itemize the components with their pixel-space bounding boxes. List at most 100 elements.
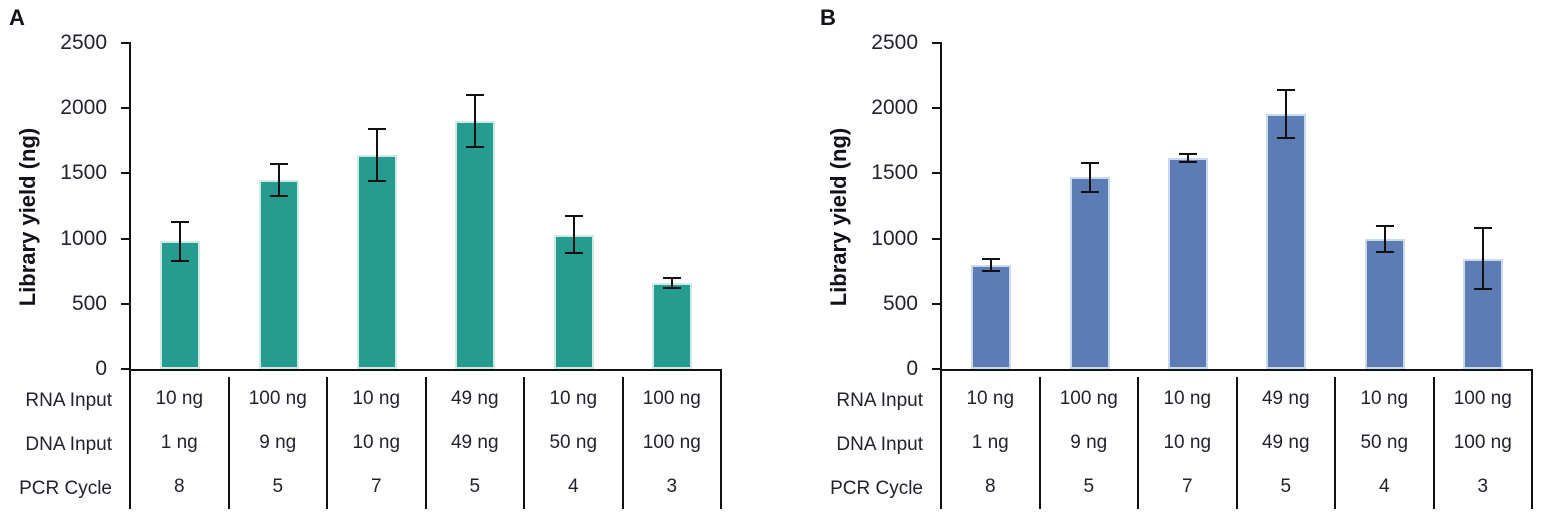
y-tick-label: 0 (95, 357, 107, 380)
error-bar-cap (171, 220, 190, 223)
error-bar-line (1285, 89, 1288, 139)
error-bar-line (670, 277, 673, 289)
bar-5 (1364, 238, 1405, 369)
y-tick-label: 2500 (871, 31, 918, 54)
table-cell: 100 ng (1453, 388, 1512, 409)
y-tick-label: 2000 (60, 96, 107, 120)
table-cell: 10 ng (1336, 377, 1435, 421)
error-bar-line (277, 164, 280, 196)
error-bar-cap (367, 180, 386, 183)
error-bar-line (572, 216, 575, 253)
bar-4 (1266, 114, 1307, 369)
error-bar-line (1481, 228, 1484, 290)
bar-4 (455, 121, 496, 369)
y-axis-line (940, 42, 942, 370)
table-row-label: PCR Cycle (19, 478, 112, 499)
error-bar-cap (171, 259, 190, 262)
table-cell: 8 (942, 465, 1041, 509)
y-tick-mark (121, 172, 129, 175)
y-tick-mark (121, 302, 129, 305)
table-cell: 1 ng (131, 421, 230, 465)
bar-2 (1069, 177, 1110, 369)
table-cell: 5 (427, 465, 525, 509)
error-bar-cap (269, 194, 288, 197)
error-bar-cap (662, 276, 681, 279)
table-cell: 50 ng (1336, 421, 1435, 465)
y-tick-label: 1000 (60, 226, 107, 250)
table-cell: 100 ng (1453, 432, 1512, 453)
y-tick-mark (121, 42, 129, 44)
error-bar-line (474, 95, 477, 148)
y-tick-mark (932, 42, 940, 44)
panel-a-label: A (9, 5, 25, 30)
table-cell: 4 (1336, 465, 1435, 509)
y-tick-mark (121, 368, 129, 370)
y-tick-mark (932, 107, 940, 110)
table-cell: 8 (131, 465, 230, 509)
error-bar-line (375, 129, 378, 182)
error-bar-cap (1178, 161, 1197, 164)
panel-b-label: B (820, 5, 836, 30)
y-tick-label: 1500 (60, 161, 107, 185)
table-cell: 10 ng (328, 377, 427, 421)
table-row-label: RNA Input (25, 390, 112, 411)
error-bar-cap (1277, 88, 1296, 91)
table-row: 10 ng 100 ng 10 ng 49 ng 10 ng 100 ng (131, 377, 720, 421)
table-row-label: DNA Input (836, 434, 923, 455)
table-row: 10 ng 100 ng 10 ng 49 ng 10 ng 100 ng (942, 377, 1531, 421)
y-axis-title: Library yield (ng) (15, 127, 40, 307)
bar-6 (1462, 258, 1503, 369)
table-row-label: PCR Cycle (830, 478, 923, 499)
table-cell: 3 (666, 476, 678, 497)
bar-6 (651, 282, 692, 369)
table-cell: 10 ng (1139, 377, 1238, 421)
y-tick-mark (121, 237, 129, 240)
y-tick-label: 500 (882, 291, 918, 315)
error-bar-cap (982, 269, 1001, 272)
table-cell: 100 ng (230, 377, 328, 421)
table-cell: 7 (328, 465, 427, 509)
error-bar-cap (564, 215, 583, 218)
table-cell: 4 (525, 465, 624, 509)
plot-area (942, 43, 1532, 369)
error-bar-cap (1375, 250, 1394, 253)
table-cell: 10 ng (131, 377, 230, 421)
error-bar-line (990, 258, 993, 271)
bar-1 (971, 264, 1012, 369)
error-bar-cap (1080, 190, 1099, 193)
y-tick-label: 2000 (871, 96, 918, 120)
table-cell: 5 (1238, 465, 1336, 509)
table-cell: 1 ng (942, 421, 1041, 465)
table-cell: 9 ng (1041, 421, 1139, 465)
error-bar-cap (367, 128, 386, 131)
error-bar-cap (1473, 227, 1492, 230)
table-row-label: DNA Input (25, 434, 112, 455)
table-cell: 100 ng (1041, 377, 1139, 421)
y-axis-title: Library yield (ng) (826, 127, 851, 307)
table-cell: 9 ng (230, 421, 328, 465)
error-bar-line (1186, 154, 1189, 163)
y-tick-mark (932, 368, 940, 370)
plot-area (131, 43, 721, 369)
y-tick-mark (121, 107, 129, 110)
error-bar-cap (564, 251, 583, 254)
y-tick-label: 1500 (871, 161, 918, 185)
error-bar-cap (269, 163, 288, 166)
y-tick-mark (932, 302, 940, 305)
error-bar-line (179, 221, 182, 261)
table-cell: 50 ng (525, 421, 624, 465)
error-bar-cap (1080, 161, 1099, 164)
table-row-label: RNA Input (836, 390, 923, 411)
table-row: 1 ng 9 ng 10 ng 49 ng 50 ng 100 ng (942, 421, 1531, 465)
panel-a: A Library yield (ng) 10 ng 100 ng 10 ng 49 … (9, 5, 722, 509)
error-bar-cap (466, 146, 485, 149)
error-bar-cap (1473, 288, 1492, 291)
table-cell: 10 ng (942, 377, 1041, 421)
error-bar-cap (1178, 153, 1197, 156)
y-tick-mark (932, 172, 940, 175)
y-axis-line (129, 42, 131, 370)
condition-table: 10 ng 100 ng 10 ng 49 ng 10 ng 100 ng 1 ng 9 ng… (940, 369, 1533, 509)
